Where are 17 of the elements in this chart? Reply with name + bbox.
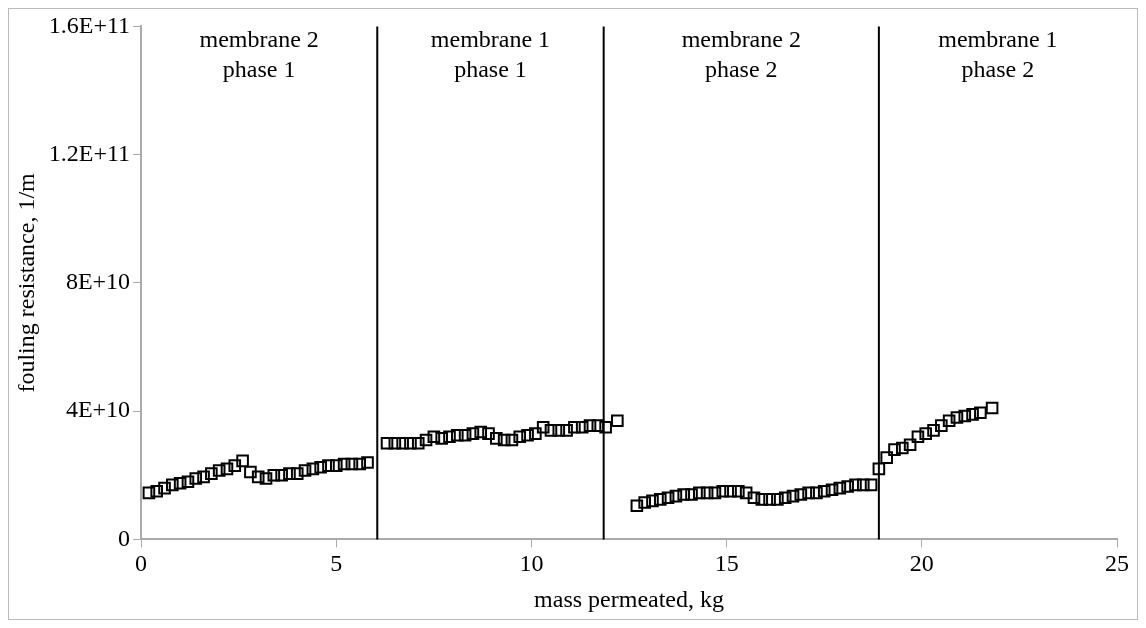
annotation: membrane 2 phase 1	[199, 25, 319, 82]
annotation: membrane 1 phase 1	[430, 25, 551, 82]
x-tick-label: 5	[330, 550, 343, 577]
x-axis-title: mass permeated, kg	[534, 585, 725, 612]
x-tick-label: 0	[135, 550, 148, 577]
annotation: membrane 1 phase 2	[938, 25, 1058, 82]
y-tick-label: 0	[118, 524, 131, 551]
x-tick-label: 20	[909, 550, 934, 577]
y-tick-label: 8E+10	[65, 268, 131, 295]
x-tick-label: 15	[714, 550, 739, 577]
annotation: membrane 2 phase 2	[681, 25, 801, 82]
y-tick-label: 1.2E+11	[48, 139, 131, 166]
y-axis-title: fouling resistance, 1/m	[12, 172, 39, 393]
x-tick-label: 10	[519, 550, 544, 577]
y-tick-label: 1.6E+11	[48, 11, 131, 38]
x-tick-label: 25	[1105, 550, 1129, 577]
y-tick-label: 4E+10	[65, 396, 131, 423]
